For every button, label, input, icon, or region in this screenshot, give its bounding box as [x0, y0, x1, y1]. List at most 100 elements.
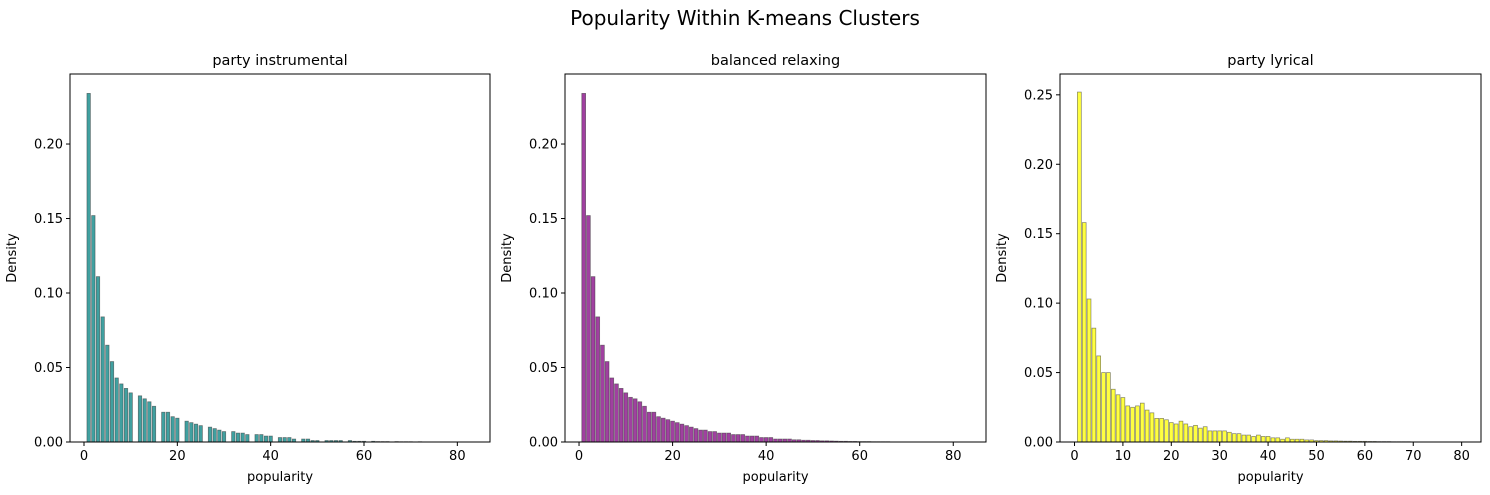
chart-title: balanced relaxing: [711, 53, 840, 69]
y-tick-label: 0.25: [1024, 88, 1053, 103]
bar: [184, 420, 189, 443]
chart-title: party instrumental: [212, 53, 347, 69]
bar: [1091, 327, 1097, 443]
y-tick-label: 0.00: [529, 436, 558, 451]
bar: [1251, 436, 1256, 443]
x-axis-label: popularity: [247, 470, 313, 485]
bar: [698, 429, 703, 443]
y-tick-label: 0.00: [1024, 436, 1053, 451]
bar: [712, 431, 717, 443]
bar: [735, 434, 741, 443]
y-tick-label: 0.20: [529, 138, 558, 153]
x-tick-label: 0: [575, 449, 583, 464]
bar: [1154, 418, 1160, 443]
bar: [618, 388, 624, 443]
bar: [759, 437, 764, 443]
bar: [679, 423, 685, 443]
bar: [1270, 437, 1276, 443]
chart-panel-1: 0 20 40 60 80 0.00 0.05 0.10 0.15 0.20 party instr…: [5, 53, 491, 485]
y-axis-label: Density: [5, 233, 20, 283]
axes-frame: [69, 73, 491, 443]
bar: [1198, 427, 1203, 443]
y-tick-label: 0.15: [529, 212, 558, 227]
x-tick-label: 40: [1260, 449, 1277, 464]
bar: [1096, 355, 1102, 443]
bar: [231, 431, 236, 443]
bar: [754, 435, 760, 443]
y-tick-label: 0.10: [529, 287, 558, 302]
bar: [259, 434, 264, 443]
bar: [114, 377, 119, 443]
bar: [105, 344, 110, 443]
bar: [165, 411, 171, 443]
bar: [614, 383, 619, 443]
bar: [1110, 388, 1116, 443]
bar: [235, 432, 241, 443]
bar: [282, 437, 287, 443]
y-tick-label: 0.05: [529, 361, 558, 376]
bar: [1227, 431, 1232, 443]
bar: [1246, 434, 1252, 443]
bar: [1222, 430, 1227, 443]
bar: [207, 426, 213, 443]
bar: [763, 437, 769, 443]
bar: [684, 425, 689, 443]
y-axis-label: Density: [995, 233, 1010, 283]
bar: [221, 431, 227, 443]
bar: [1275, 437, 1281, 443]
bar: [1265, 436, 1271, 443]
bar: [1164, 419, 1169, 443]
bar: [600, 344, 605, 443]
bar: [717, 432, 722, 443]
bar: [1193, 424, 1198, 443]
y-tick-label: 0.20: [34, 138, 63, 153]
bar: [1120, 397, 1126, 443]
bar: [123, 388, 129, 443]
bar: [1212, 430, 1218, 443]
bar: [109, 361, 115, 443]
bar: [646, 411, 652, 443]
bar: [240, 432, 245, 443]
x-tick-label: 80: [449, 449, 466, 464]
bar: [674, 422, 680, 443]
bar: [637, 401, 643, 443]
bar: [1231, 433, 1237, 443]
x-tick-label: 50: [1308, 449, 1325, 464]
bar: [1135, 405, 1140, 443]
bar: [581, 93, 586, 443]
y-tick-label: 0.20: [1024, 158, 1053, 173]
bar: [726, 432, 731, 443]
bar: [731, 434, 736, 443]
x-tick-label: 10: [1115, 449, 1132, 464]
bar: [1178, 420, 1184, 443]
bar: [586, 215, 591, 443]
bar: [1101, 372, 1106, 443]
bar: [254, 434, 259, 443]
bar: [1086, 298, 1092, 443]
bars: [581, 93, 965, 443]
bar: [1077, 91, 1082, 443]
bar: [1149, 412, 1155, 443]
x-tick-label: 60: [851, 449, 868, 464]
bar: [1159, 418, 1164, 443]
bars: [1077, 91, 1464, 443]
x-tick-label: 80: [945, 449, 962, 464]
bar: [193, 423, 199, 443]
bar: [268, 435, 273, 443]
bar: [91, 215, 96, 443]
bar: [1285, 437, 1290, 443]
bar: [1217, 430, 1222, 443]
x-tick-label: 20: [1163, 449, 1180, 464]
bar: [1183, 423, 1189, 443]
bar: [595, 316, 601, 443]
bar: [665, 419, 671, 443]
bar: [198, 425, 203, 443]
y-tick-label: 0.10: [34, 287, 63, 302]
bar: [161, 411, 166, 443]
bar: [1241, 434, 1247, 443]
x-tick-label: 0: [80, 449, 88, 464]
bar: [651, 411, 657, 443]
x-tick-label: 80: [1453, 449, 1470, 464]
axes-frame: [564, 73, 987, 443]
